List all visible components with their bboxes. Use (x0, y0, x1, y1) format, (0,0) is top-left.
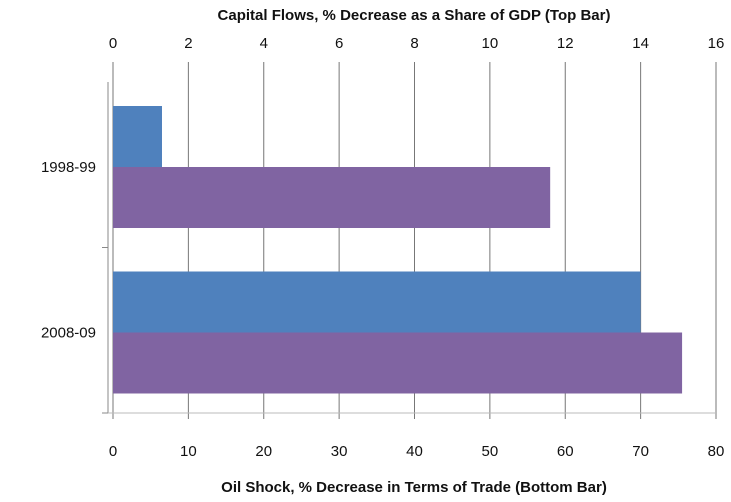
x-tick-label: 20 (255, 443, 272, 460)
y-tick-label: 2008-09 (41, 324, 96, 341)
x2-tick-label: 14 (632, 35, 649, 52)
bar (113, 106, 162, 167)
bottom-axis-title: Oil Shock, % Decrease in Terms of Trade … (221, 479, 607, 496)
x-tick-label: 40 (406, 443, 423, 460)
x-tick-label: 0 (109, 443, 117, 460)
bar (113, 332, 683, 394)
x2-tick-label: 12 (557, 35, 574, 52)
bar (113, 167, 551, 228)
x2-tick-label: 10 (482, 35, 499, 52)
x2-tick-label: 0 (109, 35, 117, 52)
x-tick-label: 80 (708, 443, 725, 460)
bar (113, 271, 641, 333)
x-tick-label: 10 (180, 443, 197, 460)
x2-tick-label: 4 (260, 35, 268, 52)
x-tick-label: 50 (482, 443, 499, 460)
x2-tick-label: 8 (410, 35, 418, 52)
x-tick-label: 60 (557, 443, 574, 460)
x2-tick-label: 16 (708, 35, 725, 52)
x-tick-label: 70 (632, 443, 649, 460)
top-axis-title: Capital Flows, % Decrease as a Share of … (218, 7, 611, 24)
x2-tick-label: 6 (335, 35, 343, 52)
x2-tick-label: 2 (184, 35, 192, 52)
y-tick-label: 1998-99 (41, 159, 96, 176)
x-tick-label: 30 (331, 443, 348, 460)
